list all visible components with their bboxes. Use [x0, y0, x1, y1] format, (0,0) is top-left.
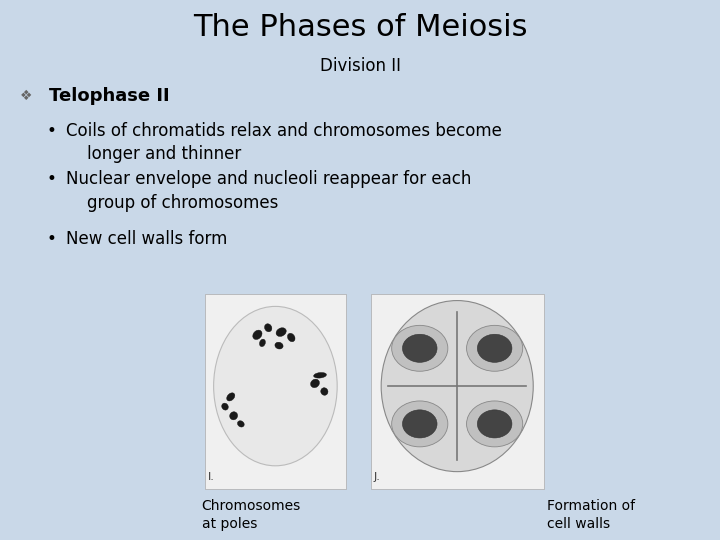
Text: •: •	[47, 170, 57, 188]
Ellipse shape	[276, 328, 287, 336]
Ellipse shape	[253, 330, 262, 340]
Text: Telophase II: Telophase II	[49, 87, 170, 105]
Ellipse shape	[314, 373, 326, 378]
Text: Coils of chromatids relax and chromosomes become
    longer and thinner: Coils of chromatids relax and chromosome…	[66, 122, 502, 163]
Ellipse shape	[381, 301, 534, 471]
Ellipse shape	[310, 379, 320, 388]
Text: Division II: Division II	[320, 57, 400, 75]
Text: Nuclear envelope and nucleoli reappear for each
    group of chromosomes: Nuclear envelope and nucleoli reappear f…	[66, 170, 472, 212]
Text: J.: J.	[374, 472, 381, 482]
Ellipse shape	[467, 401, 523, 447]
Text: •: •	[47, 122, 57, 139]
Ellipse shape	[275, 342, 283, 349]
Ellipse shape	[230, 412, 238, 420]
Ellipse shape	[467, 325, 523, 372]
Ellipse shape	[320, 388, 328, 395]
Ellipse shape	[402, 410, 437, 438]
Ellipse shape	[402, 334, 437, 362]
Ellipse shape	[392, 401, 448, 447]
Text: The Phases of Meiosis: The Phases of Meiosis	[193, 14, 527, 43]
FancyBboxPatch shape	[371, 294, 544, 489]
Ellipse shape	[477, 334, 512, 362]
Ellipse shape	[214, 306, 337, 466]
Text: I.: I.	[208, 472, 215, 482]
Ellipse shape	[477, 410, 512, 438]
Ellipse shape	[392, 325, 448, 372]
Text: New cell walls form: New cell walls form	[66, 230, 228, 247]
Ellipse shape	[287, 333, 295, 342]
Ellipse shape	[227, 393, 235, 401]
Ellipse shape	[238, 421, 244, 427]
Ellipse shape	[259, 339, 266, 347]
Text: Formation of
cell walls: Formation of cell walls	[547, 500, 635, 531]
Text: •: •	[47, 230, 57, 247]
Text: ❖: ❖	[20, 89, 32, 103]
FancyBboxPatch shape	[205, 294, 346, 489]
Ellipse shape	[264, 324, 272, 332]
Ellipse shape	[222, 403, 228, 410]
Text: Chromosomes
at poles: Chromosomes at poles	[202, 500, 301, 531]
